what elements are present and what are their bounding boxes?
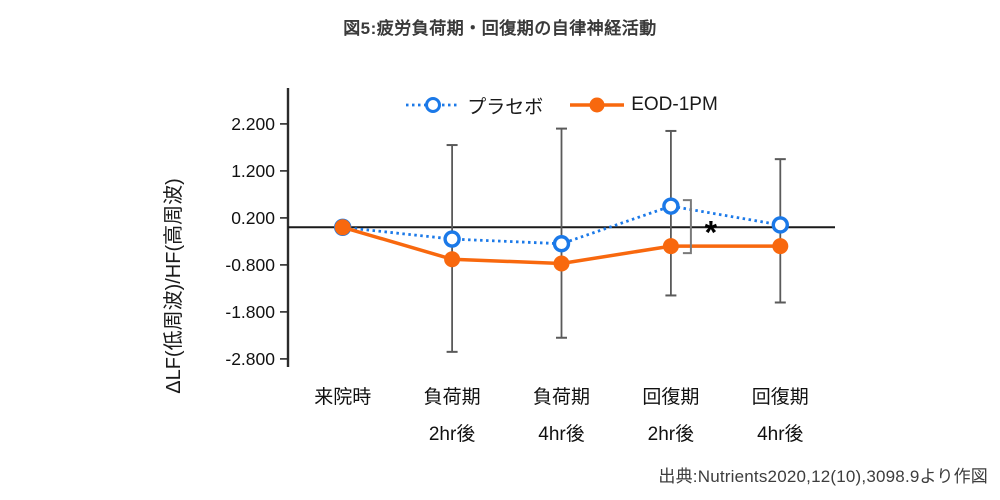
x-tick-label: 負荷期 xyxy=(424,386,481,408)
x-tick-label: 4hr後 xyxy=(538,423,584,445)
y-tick-label: -2.800 xyxy=(225,349,275,369)
x-tick-label: 回復期 xyxy=(752,386,809,408)
legend-label-placebo: プラセボ xyxy=(467,96,544,118)
x-tick-label: 4hr後 xyxy=(757,423,803,445)
series-1-marker xyxy=(772,238,789,255)
significance-bracket xyxy=(682,199,692,255)
legend-item-eod1pm: EOD-1PM xyxy=(569,94,718,116)
legend-sample-eod1pm-icon xyxy=(570,97,625,113)
x-tick-label: 2hr後 xyxy=(429,423,475,445)
legend-item-placebo: プラセボ xyxy=(405,92,543,119)
y-tick-label: 0.200 xyxy=(231,208,275,228)
legend: プラセボ EOD-1PM xyxy=(288,92,835,118)
source-citation: 出典:Nutrients2020,12(10),3098.9より作図 xyxy=(658,467,988,486)
y-tick-label: 2.200 xyxy=(231,114,275,134)
significance-asterisk: * xyxy=(705,214,718,250)
series-0-marker xyxy=(771,216,789,234)
series-1-marker xyxy=(334,219,351,236)
x-tick-label: 来院時 xyxy=(314,386,371,408)
y-tick-label: 1.200 xyxy=(231,161,275,181)
series-1-marker xyxy=(444,251,461,268)
y-tick-label: -0.800 xyxy=(225,255,275,275)
series-line-0 xyxy=(342,204,781,246)
series-0-marker xyxy=(552,235,571,253)
figure-title: 図5:疲労負荷期・回復期の自律神経活動 xyxy=(343,19,657,38)
y-tick-label: -1.800 xyxy=(225,302,275,322)
series-1-marker xyxy=(553,255,570,272)
legend-sample-placebo-icon xyxy=(406,97,461,113)
series-0-marker xyxy=(443,230,461,248)
x-tick-label: 負荷期 xyxy=(533,386,590,408)
series-0-marker xyxy=(662,197,680,215)
x-tick-label: 2hr後 xyxy=(648,423,694,445)
series-1-marker xyxy=(662,238,679,255)
legend-label-eod1pm: EOD-1PM xyxy=(631,94,718,115)
x-tick-label: 回復期 xyxy=(642,386,699,408)
